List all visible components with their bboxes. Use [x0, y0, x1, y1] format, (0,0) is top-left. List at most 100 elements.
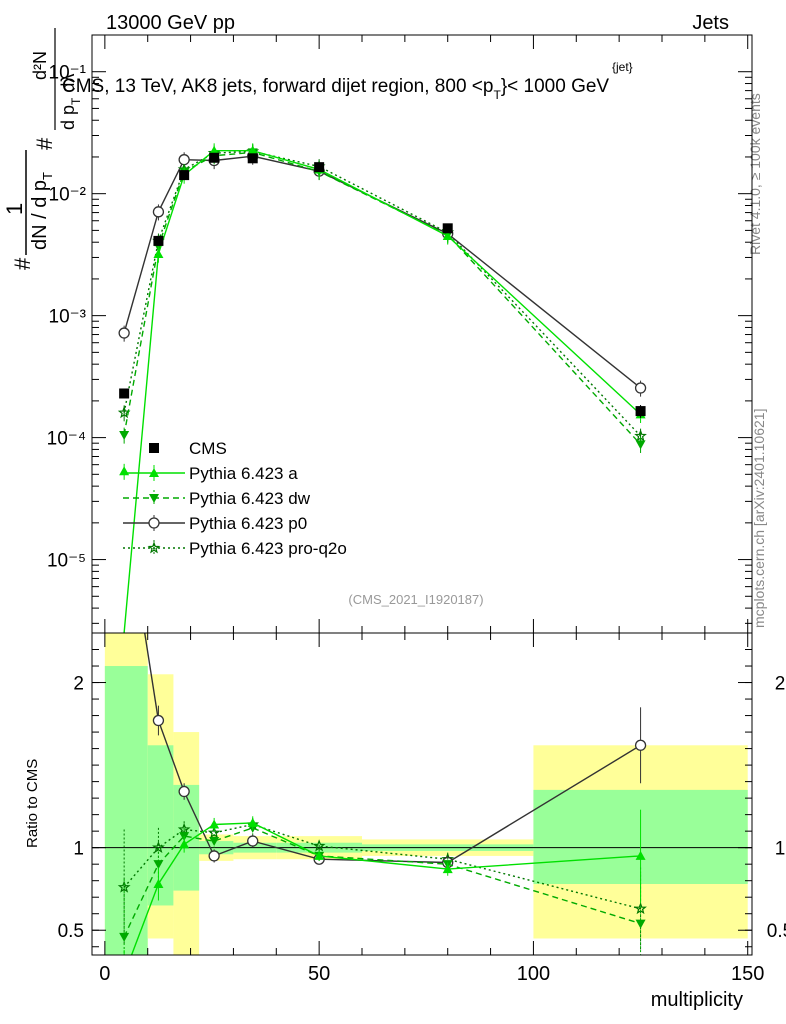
series-line-3	[123, 155, 642, 389]
ratio-frame	[91, 632, 753, 956]
y-tick-label: 10⁻¹	[49, 63, 87, 84]
ylabel-ratio: Ratio to CMS	[24, 759, 41, 848]
series-point	[247, 145, 258, 155]
series-point	[152, 206, 165, 218]
header-jets: Jets	[692, 12, 729, 34]
cms-point	[314, 162, 325, 173]
ratio-point	[635, 919, 646, 929]
series-point	[119, 431, 130, 441]
legend-marker	[149, 468, 159, 477]
ratio-point	[209, 837, 220, 847]
x-tick-label: 150	[731, 963, 764, 985]
y-tick-label: 10⁻²	[49, 185, 87, 206]
series-point	[209, 145, 220, 155]
title-pt: p	[483, 76, 494, 97]
series-point	[178, 154, 190, 166]
ratio-point	[152, 714, 165, 727]
top-series	[117, 143, 647, 634]
ratio-point	[177, 822, 191, 835]
series-point	[442, 230, 453, 240]
ylabel-num: d²N	[30, 51, 50, 80]
ylabel-hash-mid: #	[32, 137, 57, 150]
rivet-label: Rivet 4.1.0, ≥ 100k events	[747, 93, 763, 255]
cms-point	[119, 388, 130, 399]
ratio-point	[247, 835, 259, 847]
ratio-point	[247, 817, 258, 827]
cms-point	[442, 223, 453, 234]
ratio-tick-label: 2	[73, 674, 84, 695]
ratio-point	[153, 878, 164, 888]
ylabel-top: # 1 dN / d pT # d²N d pT dλ	[2, 28, 83, 270]
ratio-point	[152, 841, 165, 854]
ratio-point	[312, 839, 326, 852]
ratio-point	[442, 864, 453, 874]
top-axis-ticks: 10⁻¹ 10⁻² 10⁻³ 10⁻⁴ 10⁻⁵	[47, 34, 752, 633]
x-tick-label: 50	[308, 963, 330, 985]
ylabel-one: 1	[2, 203, 27, 215]
ratio-point	[179, 839, 190, 849]
title-sup: {jet}	[612, 60, 633, 74]
cms-point	[209, 152, 220, 163]
title-sub: T	[493, 88, 501, 102]
ratio-axis-ticks: 0.5 0.5 1 1 2 2 0 50 100 150	[58, 633, 786, 985]
ratio-line-3	[144, 633, 641, 864]
legend-label: CMS	[189, 439, 227, 458]
cms-point	[153, 235, 164, 246]
ratio-tick-label-right: 2	[775, 674, 786, 695]
x-tick-label: 100	[517, 963, 550, 985]
ratio-point	[119, 932, 130, 942]
legend-label: Pythia 6.423 pro-q2o	[189, 539, 347, 558]
series-point	[118, 327, 130, 339]
series-line-1	[123, 149, 642, 634]
legend-marker	[149, 494, 159, 503]
title-main: CMS, 13 TeV, AK8 jets, forward dijet reg…	[62, 76, 483, 97]
ratio-line-1	[130, 822, 641, 955]
legend: CMS Pythia 6.423 a Pythia 6.423 dw Pythia 6…	[123, 439, 347, 558]
series-point	[635, 440, 646, 450]
ratio-point	[178, 785, 190, 798]
analysis-id: (CMS_2021_I1920187)	[348, 592, 483, 607]
legend-label: Pythia 6.423 a	[189, 464, 298, 483]
series-line-4	[123, 150, 642, 437]
mcplots-label: mcplots.cern.ch [arXiv:2401.10621]	[751, 409, 767, 628]
legend-marker	[147, 541, 161, 554]
cms-point	[635, 406, 646, 417]
ratio-point	[635, 850, 646, 860]
ratio-bands	[92, 633, 752, 955]
ratio-point	[634, 739, 647, 751]
ylabel-den: dN / d pT	[29, 172, 55, 250]
ratio-line-4	[123, 823, 641, 910]
cms-point	[247, 153, 258, 164]
y-tick-label: 10⁻⁴	[47, 429, 86, 450]
cms-point	[179, 170, 190, 181]
legend-label: Pythia 6.423 p0	[189, 514, 307, 533]
ratio-tick-label: 1	[73, 839, 84, 860]
ratio-series	[117, 633, 647, 955]
chart-title: CMS, 13 TeV, AK8 jets, forward dijet reg…	[62, 76, 609, 102]
ylabel-num-den: d pT dλ	[58, 74, 83, 130]
ratio-band-inner	[104, 666, 148, 955]
x-tick-label: 0	[99, 963, 110, 985]
legend-marker	[148, 517, 160, 529]
series-point	[153, 249, 164, 259]
ratio-point	[209, 819, 220, 829]
ratio-series-group	[144, 633, 647, 870]
series-line-2	[123, 151, 642, 445]
legend-label: Pythia 6.423 dw	[189, 489, 311, 508]
ratio-tick-label-right: 0.5	[767, 921, 786, 942]
ratio-point	[208, 850, 220, 862]
ylabel-hash-left: #	[10, 257, 35, 270]
xlabel: multiplicity	[651, 989, 743, 1011]
ratio-point	[117, 880, 131, 893]
y-tick-label: 10⁻⁵	[47, 551, 86, 572]
series-point	[119, 466, 130, 476]
y-tick-label: 10⁻³	[49, 307, 87, 328]
header-energy: 13000 GeV pp	[106, 12, 235, 34]
ratio-tick-label: 0.5	[58, 921, 84, 942]
ratio-point	[314, 850, 325, 860]
title-tail: }< 1000 GeV	[501, 76, 610, 97]
ratio-tick-label-right: 1	[775, 839, 786, 860]
ratio-series-group	[123, 809, 646, 955]
legend-marker	[149, 443, 159, 453]
